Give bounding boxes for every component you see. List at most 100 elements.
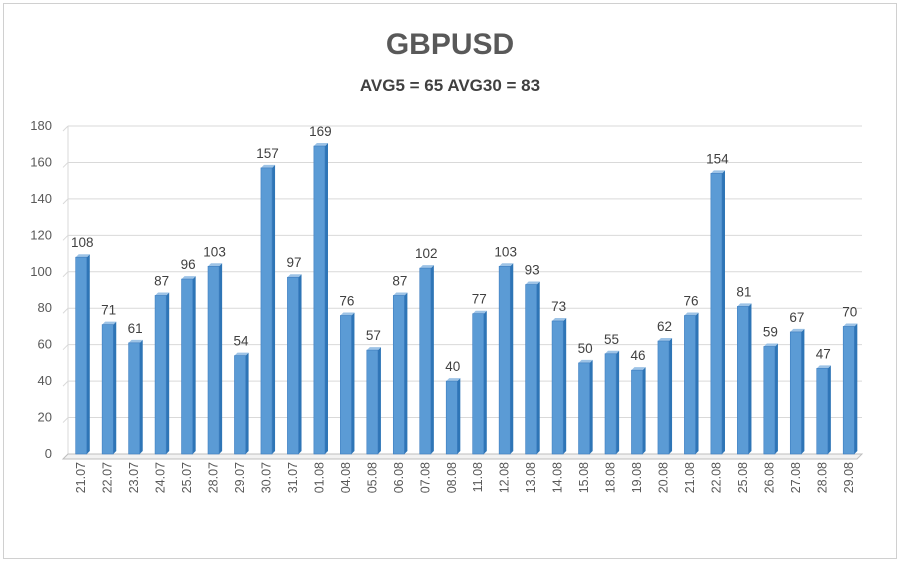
data-label: 103 [203,244,226,259]
gridline-depth [62,162,69,168]
bar-top [790,328,805,332]
x-tick-label: 27.08 [789,462,803,493]
bar-front [287,276,299,455]
bar-side [563,317,567,454]
data-label: 169 [309,124,332,139]
data-label: 81 [736,284,751,299]
y-tick-label: 120 [30,227,52,242]
bar-top [552,317,567,321]
data-labels: 108 71 61 87 96 103 54 157 97 169 76 57 87 102 40 77 103… [71,124,857,374]
bar-top [102,321,117,325]
x-tick-label: 04.08 [339,462,353,493]
x-tick-label: 28.08 [815,462,829,493]
bar [207,263,223,455]
x-tick-label: 31.07 [286,462,300,493]
bar-side [721,170,725,454]
bar-top [843,323,858,327]
bar-top [657,338,673,342]
y-tick-label: 20 [38,410,52,425]
x-tick-label: 22.07 [101,462,115,493]
x-tick-label: 22.08 [709,462,723,493]
data-label: 57 [366,328,381,343]
x-tick-label: 11.08 [471,462,485,492]
data-label: 108 [71,235,94,250]
bar-side [695,312,699,454]
y-tick-label: 180 [30,118,52,133]
data-label: 102 [415,246,438,261]
bar-side [404,292,408,454]
x-tick-label: 25.08 [736,462,750,493]
bar-side [642,367,646,454]
data-label: 93 [525,263,540,278]
bar-front [340,315,352,455]
y-tick-label: 140 [30,191,52,206]
bar-front [128,342,141,455]
bar-top [737,303,752,307]
data-label: 55 [604,332,619,347]
x-tick-label: 29.07 [233,462,247,493]
bar [366,347,381,455]
gridline-depth [62,125,69,132]
bar-top [260,164,276,168]
gridline-depth [62,344,69,351]
data-label: 76 [339,294,354,309]
bar-side [139,339,143,454]
bar-top [128,339,143,343]
bar-front [578,362,590,455]
bar [181,276,196,455]
bar-front [366,349,379,455]
bar-front [763,346,776,455]
y-tick-label: 60 [38,337,52,352]
y-axis: 0 20 40 60 80 100 120 140 160 180 [30,118,52,461]
data-label: 157 [256,146,279,161]
bar-front [789,331,802,455]
bar-front [154,295,167,455]
chart-subtitle: AVG5 = 65 AVG30 = 83 [359,76,541,95]
data-label: 67 [789,310,804,325]
bar-side [272,164,276,454]
x-axis: 21.07 22.07 23.07 24.07 25.07 28.07 29.07 30.07… [74,462,856,493]
bar [392,292,408,455]
data-label: 71 [101,303,116,318]
x-tick-label: 06.08 [392,462,406,493]
bar-top [155,292,170,296]
y-tick-label: 160 [30,154,52,169]
bar-front [234,355,246,455]
bar [604,350,620,455]
bar [657,338,673,455]
bar [313,143,328,455]
bar [551,317,567,455]
bar-top [499,263,514,267]
bar-side [324,143,328,455]
bar-side [589,359,593,454]
gridlines [61,125,864,460]
bar-top [393,292,408,296]
bar-side [219,263,223,454]
x-tick-label: 23.07 [127,462,141,493]
bar-front [604,353,617,455]
bar-side [113,321,117,454]
bar [789,328,805,455]
x-tick-label: 30.07 [260,462,274,493]
bar-front [445,380,458,455]
bar-side [483,310,487,454]
bar-side [351,312,355,454]
bar [525,281,540,455]
x-tick-label: 18.08 [604,462,618,493]
bar-top [578,359,593,363]
data-label: 154 [706,151,729,166]
y-tick-label: 0 [45,446,52,461]
bar-top [340,312,355,316]
chart-frame [3,3,897,559]
x-tick-label: 21.08 [683,462,697,493]
bar-top [208,263,223,267]
bar-front [101,324,114,455]
bar-front [207,266,220,455]
data-label: 96 [181,257,196,272]
bar-front [631,369,643,455]
x-tick-label: 29.08 [842,462,856,493]
data-label: 76 [683,294,698,309]
x-tick-label: 19.08 [630,462,644,493]
bar [816,365,831,455]
data-label: 87 [392,273,407,288]
